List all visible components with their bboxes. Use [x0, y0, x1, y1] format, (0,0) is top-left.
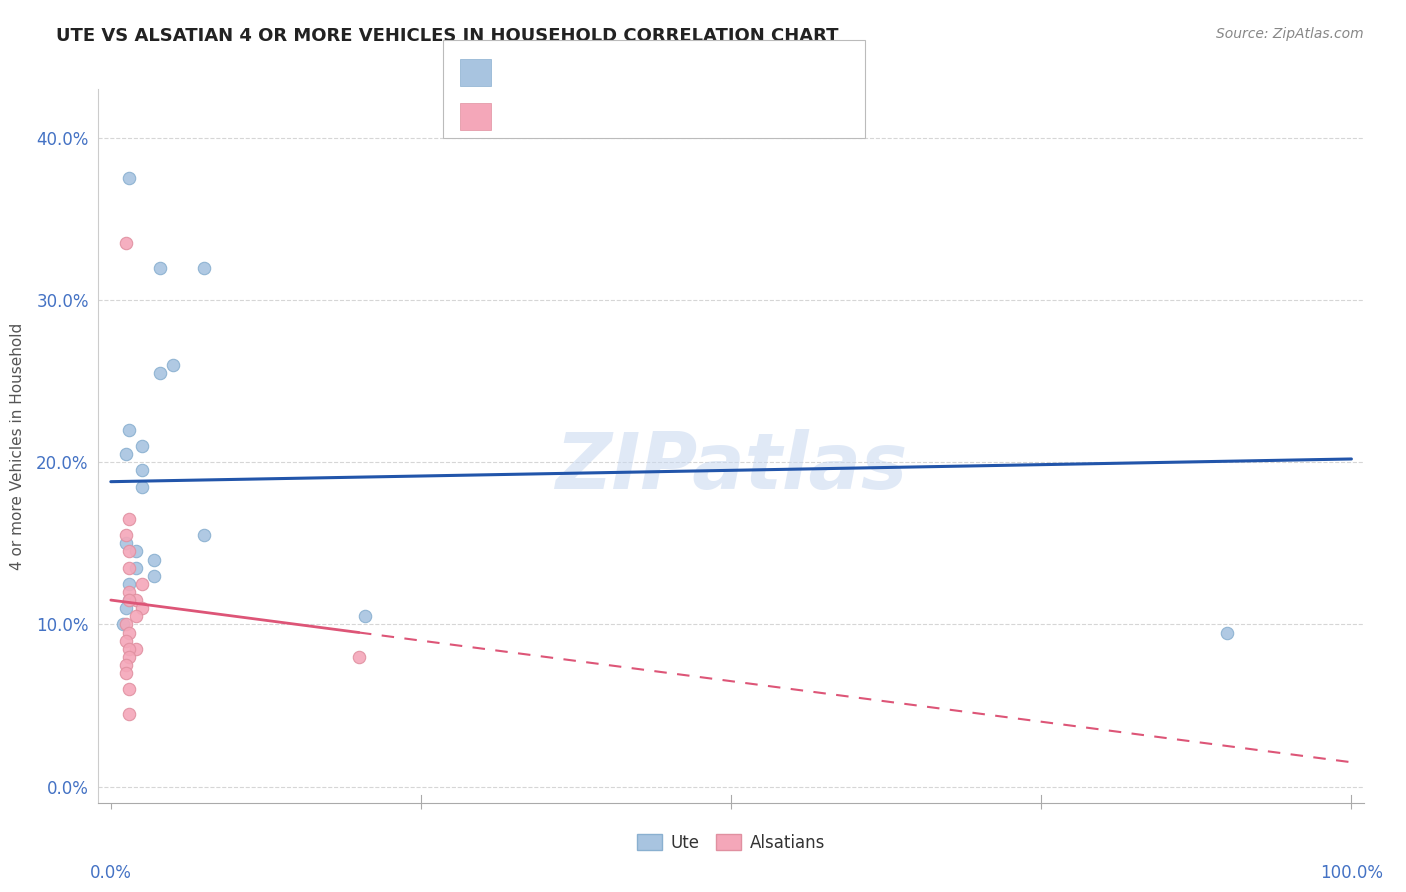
Point — [118, 171, 141, 186]
Text: R =: R = — [502, 107, 533, 126]
Text: N =: N = — [651, 107, 682, 126]
Point — [131, 601, 153, 615]
Point — [118, 593, 141, 607]
Point — [114, 601, 136, 615]
Point — [118, 423, 141, 437]
Point — [131, 439, 153, 453]
Point — [354, 609, 377, 624]
Text: -0.034: -0.034 — [551, 107, 616, 126]
Point — [112, 617, 135, 632]
Point — [131, 463, 153, 477]
Point — [149, 260, 172, 275]
Y-axis label: 4 or more Vehicles in Household: 4 or more Vehicles in Household — [10, 322, 25, 570]
Point — [118, 682, 141, 697]
Text: N =: N = — [651, 63, 682, 81]
Point — [114, 666, 136, 681]
Point — [124, 593, 146, 607]
Point — [347, 649, 370, 664]
Point — [114, 657, 136, 672]
Text: 0.055: 0.055 — [551, 63, 614, 81]
Point — [149, 366, 172, 380]
Text: ZIPatlas: ZIPatlas — [555, 429, 907, 506]
Point — [118, 649, 141, 664]
Point — [124, 609, 146, 624]
Text: 22: 22 — [700, 63, 725, 81]
Point — [124, 560, 146, 574]
Point — [118, 544, 141, 558]
Text: 22: 22 — [700, 107, 725, 126]
Point — [114, 236, 136, 251]
Point — [114, 447, 136, 461]
Point — [193, 260, 215, 275]
Text: UTE VS ALSATIAN 4 OR MORE VEHICLES IN HOUSEHOLD CORRELATION CHART: UTE VS ALSATIAN 4 OR MORE VEHICLES IN HO… — [56, 27, 839, 45]
Point — [124, 544, 146, 558]
Text: 100.0%: 100.0% — [1320, 864, 1384, 882]
Point — [118, 593, 141, 607]
Point — [124, 641, 146, 656]
Point — [162, 358, 184, 372]
Text: 0.0%: 0.0% — [90, 864, 132, 882]
Point — [118, 577, 141, 591]
Point — [131, 479, 153, 493]
Point — [114, 536, 136, 550]
Point — [131, 577, 153, 591]
Legend: Ute, Alsatians: Ute, Alsatians — [631, 828, 831, 859]
Point — [118, 641, 141, 656]
Point — [114, 633, 136, 648]
Point — [118, 512, 141, 526]
Point — [193, 528, 215, 542]
Text: Source: ZipAtlas.com: Source: ZipAtlas.com — [1216, 27, 1364, 41]
Text: R =: R = — [502, 63, 533, 81]
Point — [118, 560, 141, 574]
Point — [118, 585, 141, 599]
Point — [118, 625, 141, 640]
Point — [1216, 625, 1239, 640]
Point — [114, 528, 136, 542]
Point — [118, 706, 141, 721]
Point — [114, 617, 136, 632]
Point — [143, 552, 166, 566]
Point — [143, 568, 166, 582]
